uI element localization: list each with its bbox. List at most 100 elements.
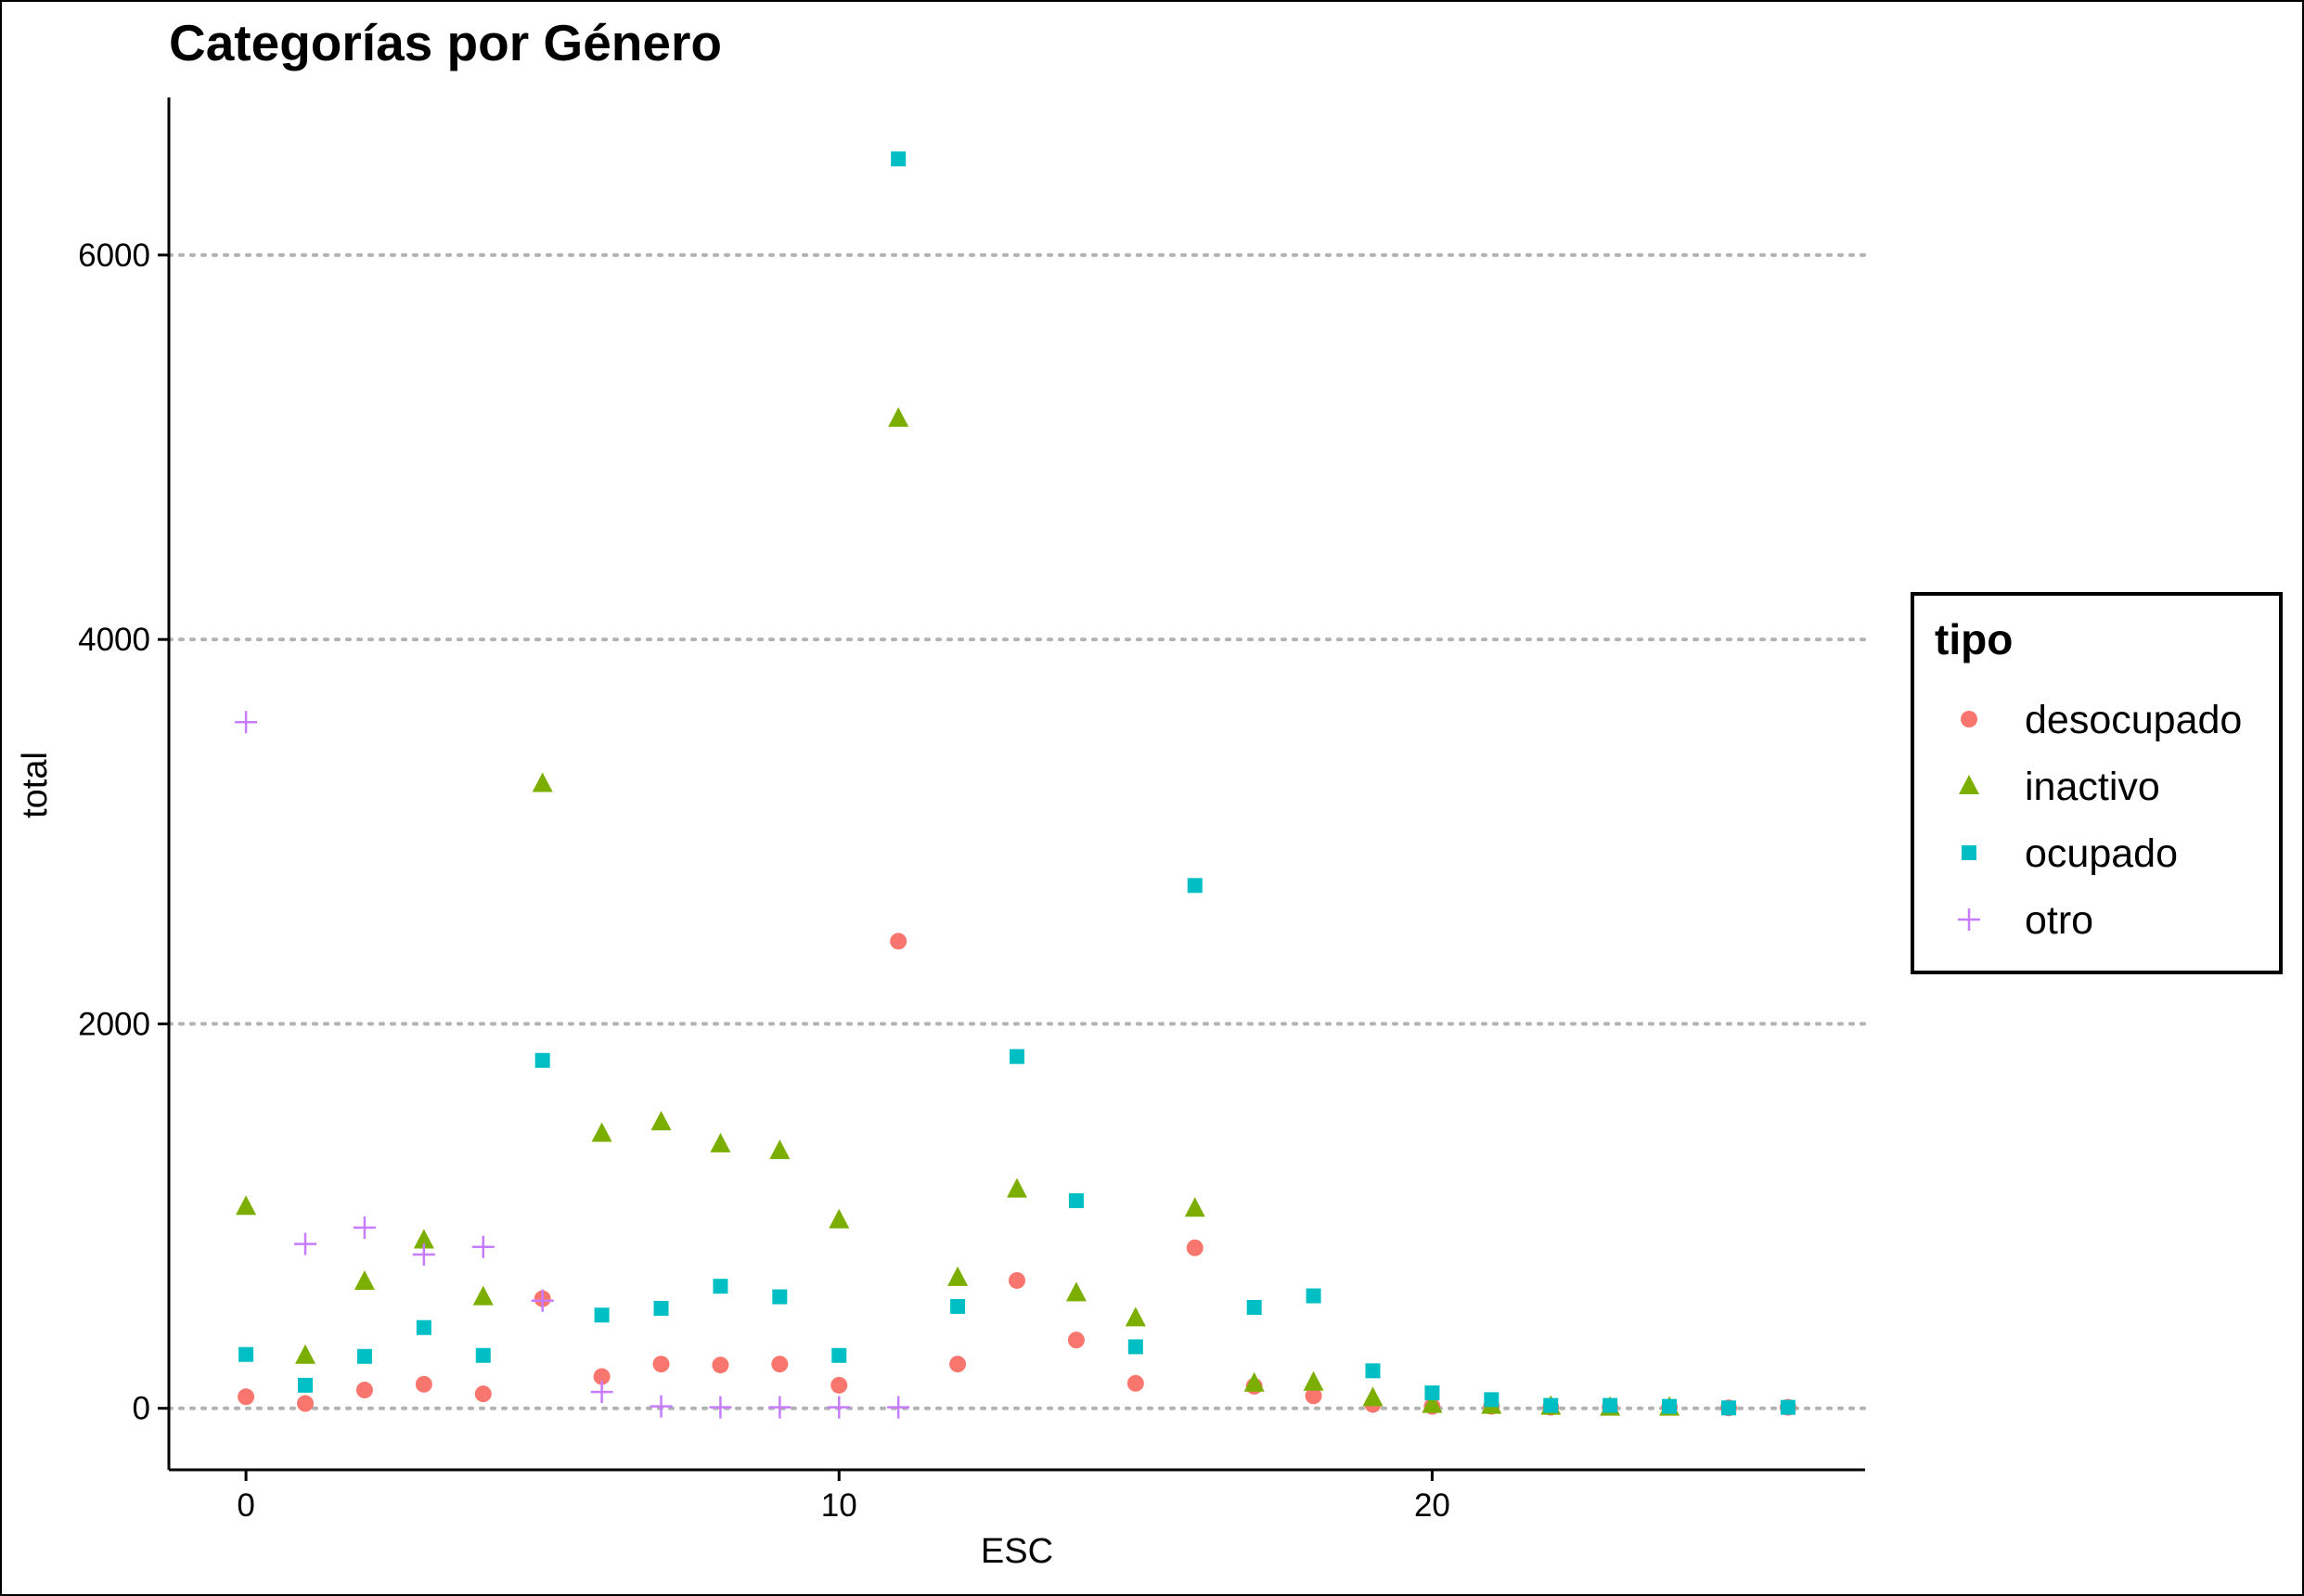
- legend: tipo desocupado inactivo ocupado otro: [1911, 592, 2283, 974]
- point-otro: [709, 1396, 732, 1419]
- x-tick-label: 0: [237, 1487, 254, 1524]
- point-ocupado: [1603, 1397, 1618, 1413]
- point-ocupado: [1187, 878, 1203, 894]
- tick-labels: 0 2000 4000 6000 0 10 20: [78, 238, 1450, 1524]
- point-desocupado: [830, 1376, 848, 1394]
- point-desocupado: [593, 1368, 611, 1385]
- point-ocupado: [1780, 1399, 1796, 1415]
- point-ocupado: [1484, 1392, 1500, 1408]
- point-inactivo: [413, 1229, 434, 1249]
- point-ocupado: [416, 1319, 431, 1335]
- point-inactivo: [472, 1285, 494, 1306]
- point-inactivo: [354, 1270, 375, 1290]
- point-inactivo: [1303, 1371, 1324, 1391]
- point-inactivo: [947, 1266, 969, 1286]
- y-tick-label: 4000: [78, 622, 150, 658]
- point-desocupado: [1186, 1239, 1203, 1256]
- point-desocupado: [474, 1385, 492, 1403]
- y-axis-label: total: [16, 752, 55, 818]
- point-desocupado: [238, 1388, 255, 1406]
- point-inactivo: [1184, 1197, 1205, 1217]
- legend-items: desocupado inactivo ocupado otro: [1958, 698, 2242, 943]
- point-inactivo: [1362, 1386, 1384, 1407]
- point-ocupado: [950, 1298, 966, 1314]
- point-desocupado: [1067, 1332, 1085, 1349]
- point-otro: [650, 1395, 673, 1418]
- point-desocupado: [890, 933, 907, 950]
- point-desocupado: [652, 1356, 670, 1373]
- point-ocupado: [1246, 1299, 1262, 1315]
- legend-key-ocupado: [1962, 845, 1976, 860]
- point-desocupado: [297, 1395, 315, 1412]
- point-desocupado: [1126, 1374, 1144, 1392]
- point-desocupado: [949, 1356, 967, 1373]
- point-inactivo: [1007, 1178, 1027, 1198]
- grid-lines: [167, 252, 1867, 1410]
- point-ocupado: [1543, 1397, 1559, 1413]
- point-ocupado: [1068, 1193, 1084, 1208]
- point-ocupado: [1365, 1363, 1381, 1379]
- legend-title: tipo: [1935, 615, 2013, 663]
- point-otro: [235, 711, 258, 734]
- point-inactivo: [1243, 1371, 1265, 1392]
- point-ocupado: [1306, 1288, 1321, 1304]
- point-ocupado: [475, 1347, 491, 1363]
- point-desocupado: [1305, 1387, 1322, 1405]
- x-tick-label: 20: [1414, 1487, 1450, 1524]
- point-otro: [471, 1235, 495, 1258]
- point-desocupado: [712, 1357, 729, 1374]
- legend-label-inactivo: inactivo: [2025, 765, 2160, 809]
- point-inactivo: [888, 406, 909, 427]
- point-inactivo: [532, 772, 553, 792]
- point-inactivo: [236, 1195, 257, 1216]
- point-ocupado: [238, 1346, 254, 1362]
- point-ocupado: [772, 1289, 788, 1305]
- axes: [158, 97, 1865, 1481]
- point-otro: [590, 1381, 613, 1404]
- point-ocupado: [1010, 1049, 1024, 1064]
- y-tick-label: 6000: [78, 238, 150, 274]
- legend-label-ocupado: ocupado: [2025, 831, 2178, 876]
- point-otro: [294, 1232, 317, 1255]
- point-otro: [828, 1396, 851, 1419]
- point-ocupado: [1127, 1339, 1143, 1355]
- legend-key-desocupado: [1961, 711, 1977, 727]
- point-ocupado: [653, 1301, 669, 1316]
- legend-box: [1911, 592, 2283, 974]
- point-ocupado: [298, 1377, 314, 1393]
- point-desocupado: [771, 1356, 789, 1373]
- point-otro: [412, 1243, 435, 1266]
- chart-title: Categorías por Género: [169, 14, 722, 71]
- point-inactivo: [1125, 1306, 1146, 1327]
- y-tick-label: 2000: [78, 1006, 150, 1042]
- point-inactivo: [769, 1139, 791, 1160]
- point-inactivo: [650, 1111, 672, 1131]
- point-otro: [768, 1396, 792, 1419]
- point-otro: [531, 1289, 554, 1312]
- legend-key-otro: [1958, 908, 1980, 931]
- point-ocupado: [1424, 1385, 1440, 1401]
- legend-label-otro: otro: [2025, 898, 2093, 943]
- data-points: [235, 151, 1796, 1419]
- point-otro: [353, 1216, 376, 1239]
- point-ocupado: [891, 151, 907, 167]
- x-tick-label: 10: [821, 1487, 857, 1524]
- point-ocupado: [534, 1052, 550, 1068]
- point-ocupado: [1662, 1398, 1678, 1414]
- point-otro: [887, 1396, 910, 1419]
- point-inactivo: [829, 1208, 850, 1229]
- point-inactivo: [295, 1344, 316, 1364]
- point-desocupado: [415, 1375, 432, 1393]
- point-desocupado: [355, 1382, 373, 1399]
- point-inactivo: [1422, 1393, 1443, 1413]
- point-ocupado: [356, 1348, 372, 1364]
- point-inactivo: [591, 1122, 612, 1142]
- point-ocupado: [594, 1307, 610, 1323]
- point-inactivo: [1065, 1281, 1087, 1302]
- point-ocupado: [831, 1347, 847, 1363]
- point-desocupado: [1009, 1271, 1025, 1289]
- y-tick-label: 0: [133, 1391, 150, 1427]
- legend-label-desocupado: desocupado: [2025, 698, 2242, 742]
- x-axis-label: ESC: [981, 1532, 1053, 1571]
